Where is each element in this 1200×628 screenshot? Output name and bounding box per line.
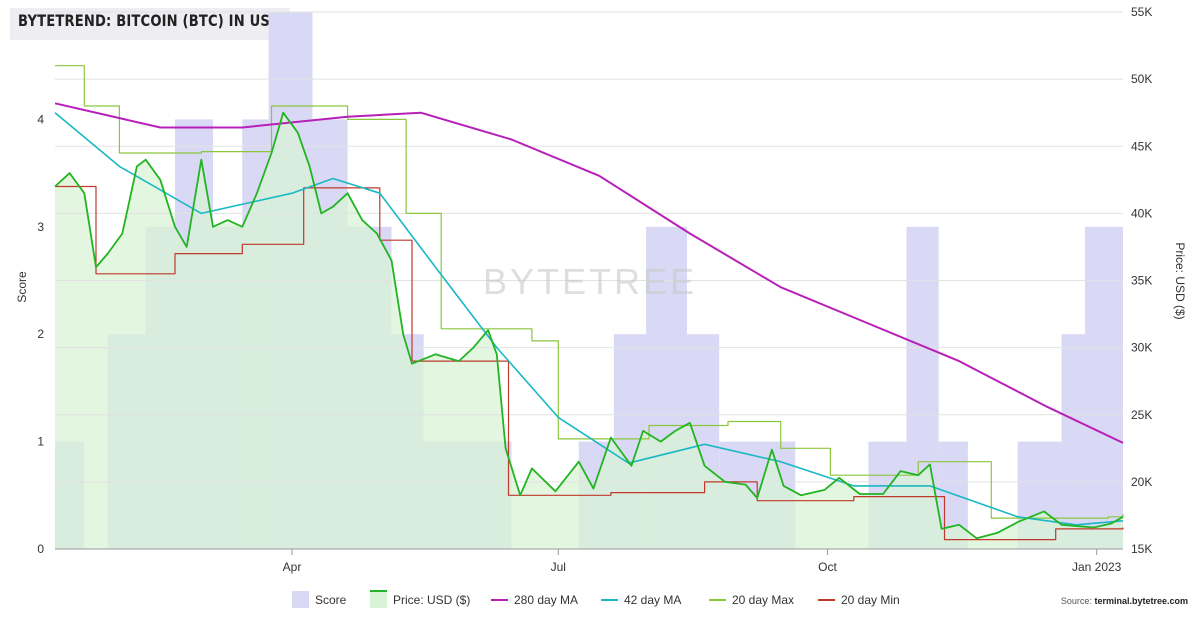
legend-swatch	[370, 591, 387, 608]
source-note: Source: terminal.bytetree.com	[1061, 596, 1188, 606]
legend-label: 20 day Min	[841, 593, 900, 607]
score-bar	[1084, 226, 1123, 550]
legend-label: Price: USD ($)	[393, 593, 470, 607]
left-tick-label: 2	[37, 327, 44, 341]
min20-line	[55, 185, 1124, 541]
right-axis-title: Price: USD ($)	[1173, 242, 1187, 319]
max20-line	[55, 65, 1124, 519]
x-tick-label: Oct	[818, 560, 837, 574]
price-area	[55, 112, 1123, 549]
right-tick-label: 35K	[1131, 274, 1152, 288]
legend-label: Score	[315, 593, 347, 607]
left-tick-label: 0	[37, 542, 44, 556]
source-site: terminal.bytetree.com	[1094, 596, 1188, 606]
legend-label: 20 day Max	[732, 593, 794, 607]
right-tick-label: 30K	[1131, 341, 1152, 355]
right-tick-label: 55K	[1131, 5, 1152, 19]
right-tick-label: 45K	[1131, 139, 1152, 153]
price-line	[54, 111, 1124, 540]
title-background	[10, 8, 290, 40]
legend-label: 280 day MA	[514, 593, 578, 607]
legend-swatch	[292, 591, 309, 608]
x-tick-label: Jan 2023	[1072, 560, 1122, 574]
watermark-text: BYTETREE	[483, 261, 697, 302]
ma42-line	[54, 112, 1124, 526]
left-tick-label: 1	[37, 435, 44, 449]
source-label: Source:	[1060, 596, 1095, 606]
score-bar	[1061, 334, 1085, 549]
right-tick-label: 20K	[1131, 475, 1152, 489]
right-tick-label: 40K	[1131, 206, 1152, 220]
chart-title: BYTETREND: BITCOIN (BTC) IN USD ($)	[18, 11, 308, 30]
left-axis-title: Score	[15, 271, 29, 303]
right-tick-label: 25K	[1131, 408, 1152, 422]
legend-label: 42 day MA	[624, 593, 681, 607]
x-tick-label: Apr	[283, 560, 302, 574]
left-tick-label: 4	[37, 112, 44, 126]
x-tick-label: Jul	[551, 560, 566, 574]
left-tick-label: 3	[37, 220, 44, 234]
right-tick-label: 15K	[1131, 542, 1152, 556]
right-tick-label: 50K	[1131, 72, 1152, 86]
ma280-line	[54, 102, 1124, 444]
